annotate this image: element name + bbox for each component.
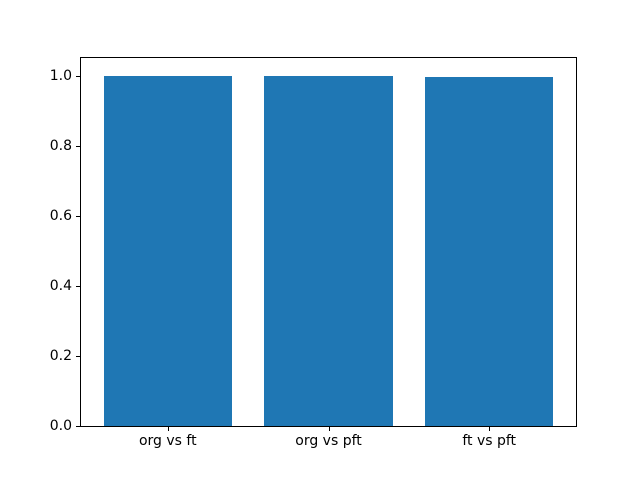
- x-tick-mark: [328, 427, 330, 431]
- x-tick-mark: [489, 427, 491, 431]
- axes: [80, 57, 577, 427]
- y-tick-mark: [76, 426, 80, 427]
- y-tick-mark: [76, 75, 80, 77]
- y-tick-label: 1.0: [49, 67, 72, 84]
- y-tick-mark: [76, 355, 80, 357]
- x-tick-label: ft vs pft: [462, 433, 517, 449]
- y-tick-label: 0.8: [49, 137, 72, 154]
- bar-org-vs-pft: [264, 76, 393, 426]
- x-tick-label: org vs ft: [138, 433, 197, 449]
- x-tick-mark: [167, 427, 169, 431]
- y-tick-label: 0.0: [49, 418, 72, 434]
- y-tick-label: 0.2: [49, 347, 72, 364]
- y-tick-label: 0.4: [49, 277, 72, 294]
- bar-org-vs-ft: [103, 76, 233, 426]
- y-tick-mark: [76, 215, 80, 217]
- y-tick-mark: [76, 285, 80, 287]
- bar-ft-vs-pft: [424, 76, 554, 426]
- y-tick-label: 0.6: [49, 207, 72, 224]
- x-tick-label: org vs pft: [295, 433, 362, 449]
- y-tick-mark: [76, 145, 80, 147]
